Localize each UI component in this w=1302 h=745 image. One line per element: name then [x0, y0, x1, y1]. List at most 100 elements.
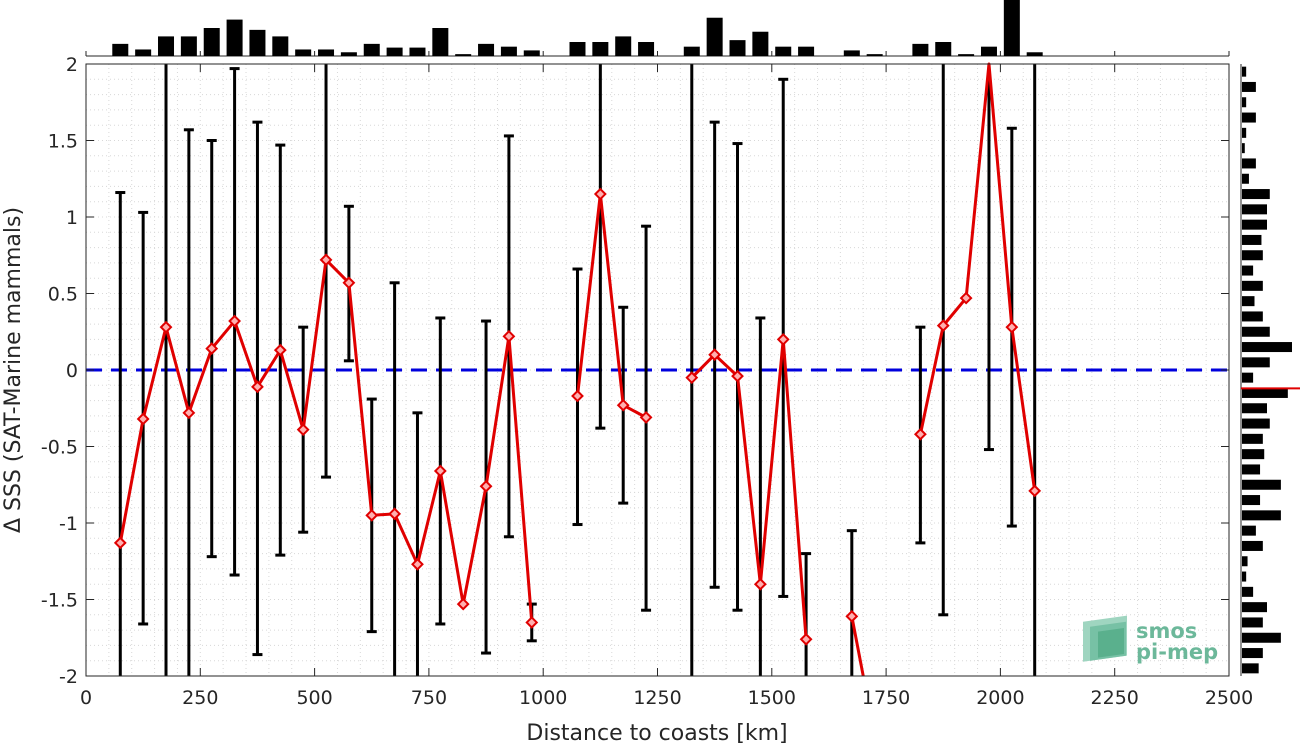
- top-histogram-bar: [249, 29, 266, 56]
- y-tick-label: 0: [66, 360, 78, 382]
- y-tick-label: 2: [66, 54, 78, 76]
- data-point-marker: [753, 577, 767, 591]
- top-histogram-bar: [752, 31, 769, 56]
- data-point-marker: [1005, 320, 1019, 334]
- data-point-marker: [913, 427, 927, 441]
- right-histogram-bar: [1242, 250, 1263, 261]
- top-histogram-bar: [272, 36, 289, 56]
- series-line-segment: [918, 62, 1037, 492]
- top-histogram-bar: [706, 17, 723, 56]
- right-histogram-bar: [1242, 372, 1254, 383]
- data-point-marker: [845, 609, 859, 623]
- right-histogram-bar: [1242, 602, 1267, 613]
- top-histogram-bar: [432, 28, 449, 56]
- x-tick-label: 2500: [1205, 687, 1253, 709]
- series-line-segment: [690, 337, 808, 640]
- right-histogram-bar: [1242, 571, 1247, 582]
- top-histogram: [85, 0, 1230, 57]
- right-histogram-bar: [1242, 265, 1254, 276]
- data-point-marker: [296, 423, 310, 437]
- series-line-segment: [575, 192, 647, 419]
- top-histogram-bar: [569, 42, 586, 56]
- top-histogram-bar: [615, 36, 632, 56]
- top-histogram-bar: [935, 42, 952, 56]
- data-point-marker: [388, 507, 402, 521]
- top-histogram-bar: [112, 43, 129, 56]
- y-axis-ticks: -2 -1.5 -1 -0.5 0 0.5 1 1.5 2: [41, 54, 1229, 688]
- right-histogram-bar: [1242, 556, 1248, 567]
- data-point-marker: [708, 348, 722, 362]
- right-histogram: [1240, 64, 1300, 676]
- top-histogram-ticks: [85, 51, 1230, 56]
- right-histogram-bar: [1242, 296, 1255, 307]
- top-histogram-bars: [112, 0, 1043, 57]
- right-histogram-bar: [1242, 525, 1256, 536]
- data-point-marker: [685, 371, 699, 385]
- right-histogram-bar: [1242, 127, 1247, 138]
- data-point-marker: [479, 479, 493, 493]
- data-point-marker: [228, 314, 242, 328]
- x-tick-label: 500: [296, 687, 332, 709]
- right-histogram-bar: [1242, 540, 1263, 551]
- data-point-marker: [205, 342, 219, 355]
- mean-series-markers: [113, 187, 1042, 646]
- right-histogram-bar: [1242, 495, 1261, 506]
- right-histogram-bar: [1242, 234, 1262, 245]
- y-tick-label: -0.5: [41, 437, 78, 459]
- right-histogram-bar: [1242, 479, 1281, 490]
- x-tick-label: 750: [411, 687, 447, 709]
- x-tick-label: 1000: [519, 687, 567, 709]
- y-tick-label: 1: [66, 207, 78, 229]
- right-histogram-bar: [1242, 342, 1292, 353]
- logo-emblem-icon: [1083, 615, 1127, 662]
- right-histogram-bar: [1242, 204, 1267, 215]
- data-point-marker: [593, 187, 607, 201]
- top-histogram-bar: [843, 50, 860, 56]
- data-point-marker: [936, 319, 950, 333]
- y-axis-label: Δ SSS (SAT-Marine mammals): [1, 207, 26, 533]
- data-point-marker: [273, 343, 287, 357]
- data-point-marker: [411, 557, 424, 571]
- data-point-marker: [365, 508, 379, 522]
- top-histogram-bar: [455, 54, 472, 56]
- right-histogram-bars: [1242, 66, 1292, 674]
- data-point-marker: [456, 597, 470, 611]
- right-histogram-bar: [1242, 173, 1249, 184]
- x-axis-ticks: 0 250 500 750 1000 1250 1500 1750 2000 2250 2500: [80, 64, 1253, 709]
- data-point-marker: [731, 369, 744, 383]
- x-tick-label: 250: [182, 687, 218, 709]
- top-histogram-bar: [866, 54, 883, 56]
- right-histogram-bar: [1242, 112, 1256, 123]
- x-tick-label: 2250: [1091, 687, 1139, 709]
- top-histogram-bar: [386, 47, 403, 56]
- top-histogram-bar: [1026, 52, 1043, 56]
- top-histogram-bar: [203, 28, 220, 56]
- top-histogram-bar: [500, 46, 517, 56]
- x-tick-label: 1750: [862, 687, 910, 709]
- top-histogram-bar: [798, 46, 815, 56]
- top-histogram-bar: [980, 46, 997, 56]
- y-tick-label: 1.5: [48, 131, 78, 153]
- x-axis-label: Distance to coasts [km]: [526, 721, 787, 745]
- top-histogram-bar: [180, 36, 197, 56]
- y-tick-label: -1: [59, 513, 78, 535]
- data-point-marker: [433, 464, 447, 478]
- data-point-marker: [799, 632, 813, 646]
- data-point-marker: [251, 380, 264, 394]
- top-histogram-bar: [912, 43, 929, 56]
- right-histogram-bar: [1242, 418, 1270, 429]
- right-histogram-bar: [1242, 464, 1261, 475]
- right-histogram-bar: [1242, 663, 1259, 674]
- top-histogram-bar: [1003, 0, 1020, 56]
- right-histogram-bar: [1242, 66, 1247, 77]
- right-histogram-bar: [1242, 158, 1256, 169]
- y-tick-label: -2: [59, 666, 78, 688]
- top-histogram-bar: [638, 42, 655, 56]
- right-histogram-bar: [1242, 387, 1288, 398]
- right-histogram-bar: [1242, 311, 1263, 322]
- logo-line1: smos: [1136, 619, 1197, 643]
- grid: [86, 64, 1229, 676]
- data-point-marker: [776, 332, 790, 346]
- data-point-marker: [182, 406, 196, 420]
- right-histogram-bar: [1242, 510, 1281, 521]
